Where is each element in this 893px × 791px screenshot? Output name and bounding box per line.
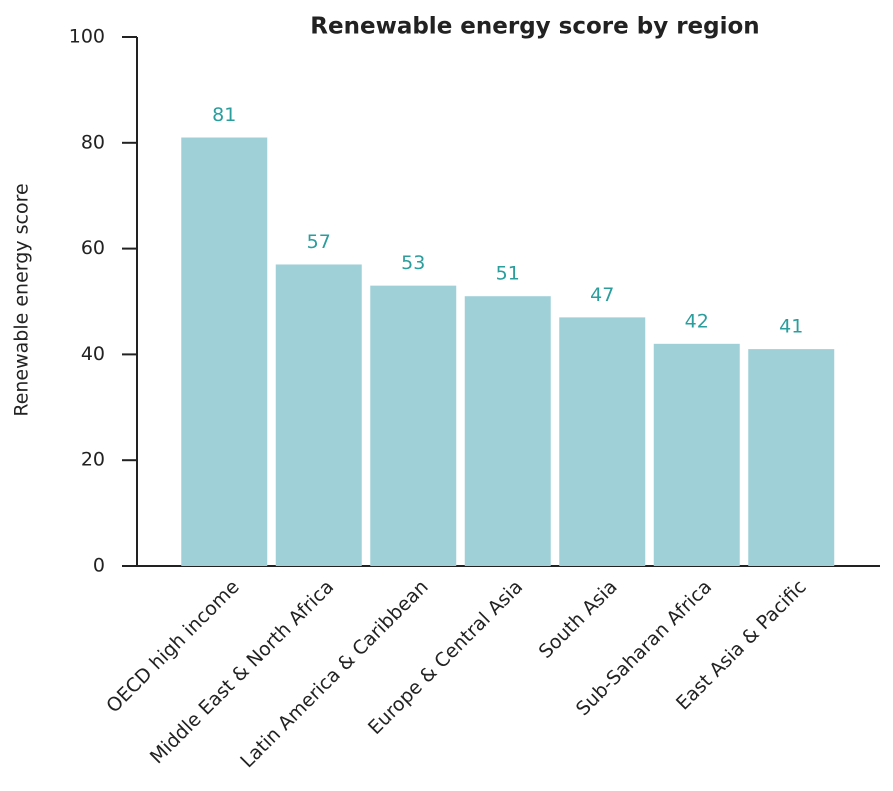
x-tick-label: South Asia	[535, 576, 622, 663]
data-label: 81	[212, 104, 236, 126]
x-tick-label: Latin America & Caribbean	[236, 576, 432, 772]
data-label: 47	[590, 284, 614, 306]
data-label: 51	[496, 263, 520, 285]
data-label: 42	[685, 310, 709, 332]
chart-title: Renewable energy score by region	[310, 14, 759, 40]
bar	[653, 343, 740, 566]
bar	[559, 317, 646, 566]
bar	[464, 296, 551, 566]
y-tick-label: 60	[81, 237, 105, 259]
bar	[275, 264, 362, 566]
y-tick-label: 100	[69, 26, 105, 48]
bar	[370, 285, 457, 566]
y-tick-label: 0	[93, 555, 105, 577]
y-tick-label: 80	[81, 131, 105, 153]
y-tick-label: 40	[81, 343, 105, 365]
y-axis-label: Renewable energy score	[11, 183, 33, 416]
data-label: 53	[401, 252, 425, 274]
bar	[748, 349, 835, 566]
data-label: 57	[307, 231, 331, 253]
x-tick-label: Europe & Central Asia	[364, 576, 527, 739]
data-label: 41	[779, 316, 803, 338]
x-tick-label: Middle East & North Africa	[146, 576, 338, 768]
bar	[181, 137, 268, 566]
y-tick-label: 20	[81, 449, 105, 471]
